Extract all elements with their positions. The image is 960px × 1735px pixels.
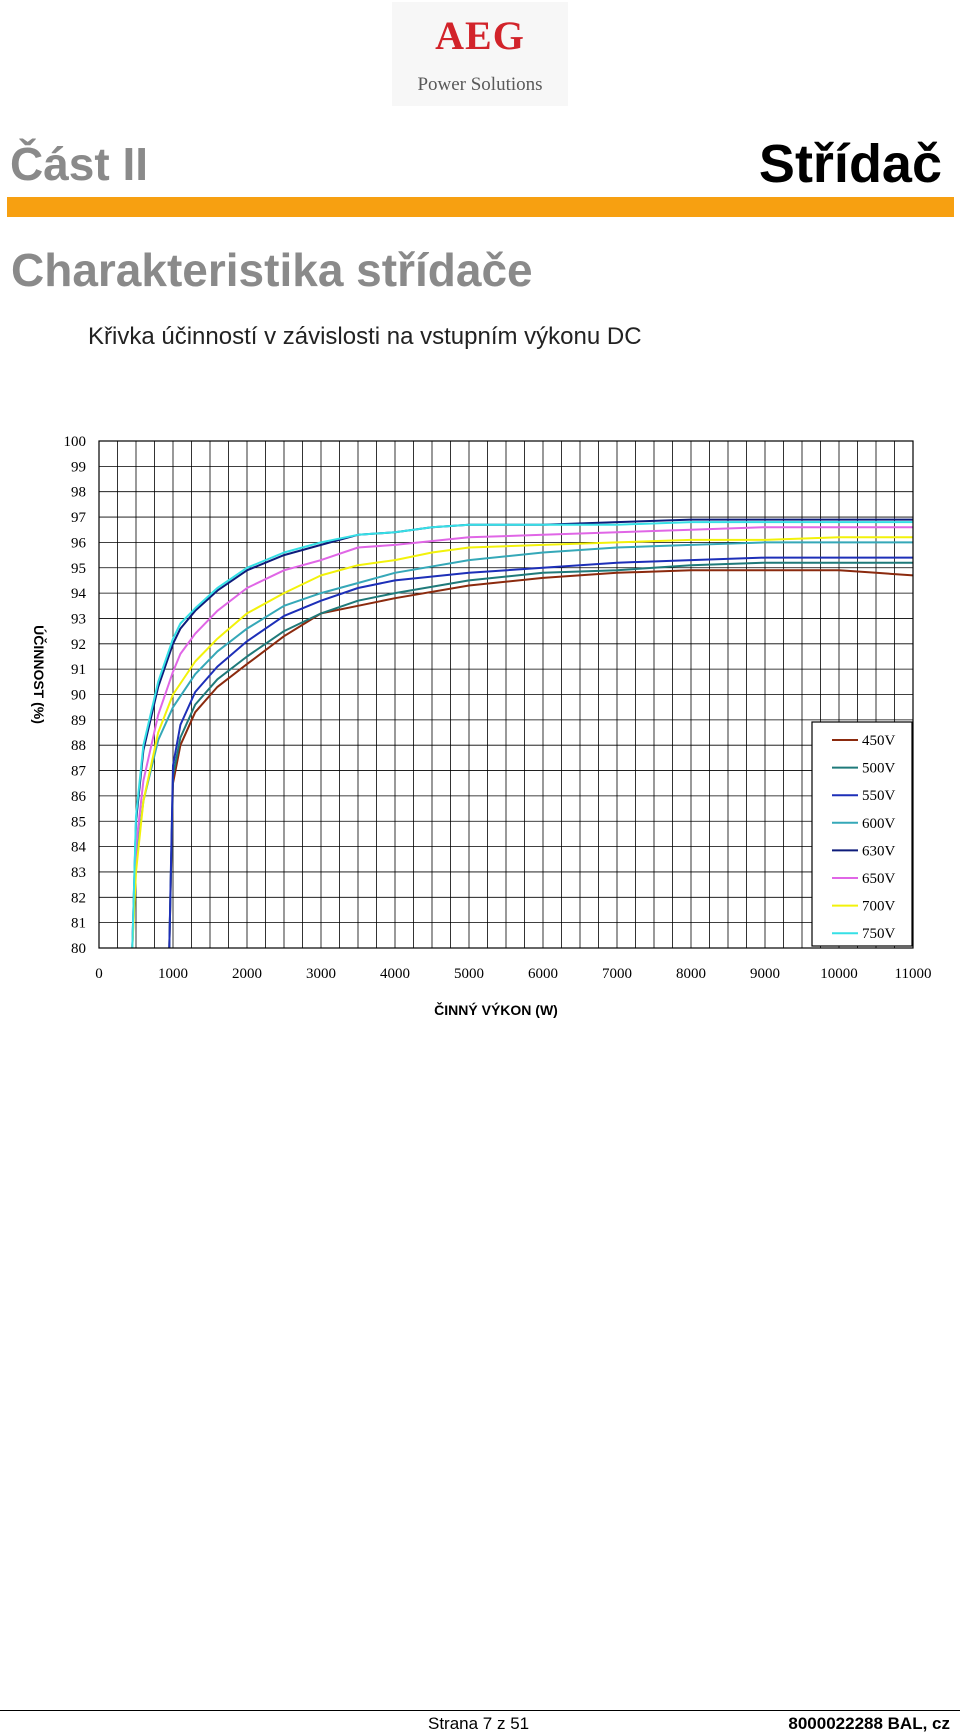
series-line-650v [131, 526, 913, 949]
y-tick-label: 85 [71, 814, 86, 830]
page-number: Strana 7 z 51 [428, 1714, 530, 1733]
x-tick-label: 4000 [380, 966, 410, 982]
y-axis-ticks: 80 81 82 83 84 85 86 87 88 89 90 91 92 93 94 95 96 97 98 99… [64, 434, 87, 957]
y-tick-label: 81 [71, 916, 86, 932]
x-tick-label: 3000 [306, 966, 336, 982]
legend-label: 500V [862, 761, 896, 777]
y-tick-label: 87 [71, 764, 87, 780]
y-tick-label: 88 [71, 738, 86, 754]
legend-label: 600V [862, 816, 896, 832]
x-axis-label: ČINNÝ VÝKON (W) [434, 1001, 558, 1018]
y-tick-label: 99 [71, 459, 86, 475]
legend-label: 450V [862, 733, 896, 749]
chart-heading: Křivka účinností v závislosti na vstupní… [88, 323, 642, 350]
x-tick-label: 9000 [750, 966, 780, 982]
chart-grid [98, 440, 914, 949]
y-tick-label: 100 [64, 434, 87, 450]
part-title: Střídač [758, 134, 942, 194]
efficiency-chart: 80 81 82 83 84 85 86 87 88 89 90 91 92 93 94 95 96 97 98 99… [31, 434, 931, 1018]
legend-label: 550V [862, 788, 896, 804]
footer-divider [0, 1710, 960, 1711]
x-tick-label: 8000 [676, 966, 706, 982]
logo-brand: AEG [435, 13, 525, 58]
y-tick-label: 84 [71, 840, 87, 856]
series-line-700v [131, 536, 913, 949]
document-code: 8000022288 BAL, cz [788, 1714, 950, 1733]
x-tick-label: 1000 [158, 966, 188, 982]
y-tick-label: 92 [71, 637, 86, 653]
y-tick-label: 96 [71, 535, 87, 551]
series-line-550v [168, 556, 913, 949]
y-tick-label: 89 [71, 713, 86, 729]
section-title: Charakteristika střídače [11, 244, 533, 296]
x-tick-label: 10000 [820, 966, 858, 982]
legend-label: 630V [862, 843, 896, 859]
y-tick-label: 97 [71, 510, 87, 526]
chart-series-lines [131, 518, 914, 949]
series-line-630v [131, 518, 913, 949]
x-tick-label: 5000 [454, 966, 484, 982]
y-tick-label: 98 [71, 485, 86, 501]
series-line-450v [168, 569, 914, 949]
legend-label: 750V [862, 926, 896, 942]
series-line-750v [131, 521, 913, 949]
x-tick-label: 0 [95, 966, 103, 982]
part-label: Část II [10, 138, 149, 190]
x-tick-label: 6000 [528, 966, 558, 982]
x-tick-label: 7000 [602, 966, 632, 982]
y-tick-label: 86 [71, 789, 87, 805]
y-tick-label: 95 [71, 561, 86, 577]
chart-legend: 450V 500V 550V 600V 630V 650V 700V 750V [811, 721, 913, 947]
y-tick-label: 94 [71, 586, 87, 602]
series-line-500v [168, 561, 913, 949]
logo-subtitle: Power Solutions [417, 74, 543, 95]
legend-label: 700V [862, 899, 896, 915]
y-tick-label: 93 [71, 611, 86, 627]
y-tick-label: 82 [71, 890, 86, 906]
y-tick-label: 91 [71, 662, 86, 678]
x-tick-label: 11000 [895, 966, 932, 982]
series-line-600v [131, 541, 913, 949]
aeg-logo: AEG Power Solutions [392, 2, 568, 106]
legend-box [811, 721, 913, 947]
plot-frame [98, 440, 914, 949]
y-tick-label: 83 [71, 865, 86, 881]
y-tick-label: 80 [71, 941, 86, 957]
legend-label: 650V [862, 871, 896, 887]
y-tick-label: 90 [71, 688, 86, 704]
header-divider-bar [7, 197, 954, 217]
x-axis-ticks: 0 1000 2000 3000 4000 5000 6000 7000 8000 9000 100… [95, 966, 931, 982]
x-tick-label: 2000 [232, 966, 262, 982]
y-axis-label: ÚČINNOST (%) [31, 625, 48, 724]
